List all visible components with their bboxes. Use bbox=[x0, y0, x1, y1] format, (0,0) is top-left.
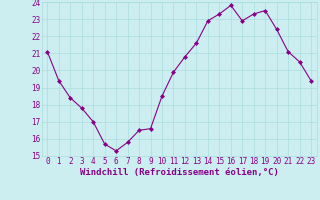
X-axis label: Windchill (Refroidissement éolien,°C): Windchill (Refroidissement éolien,°C) bbox=[80, 168, 279, 177]
